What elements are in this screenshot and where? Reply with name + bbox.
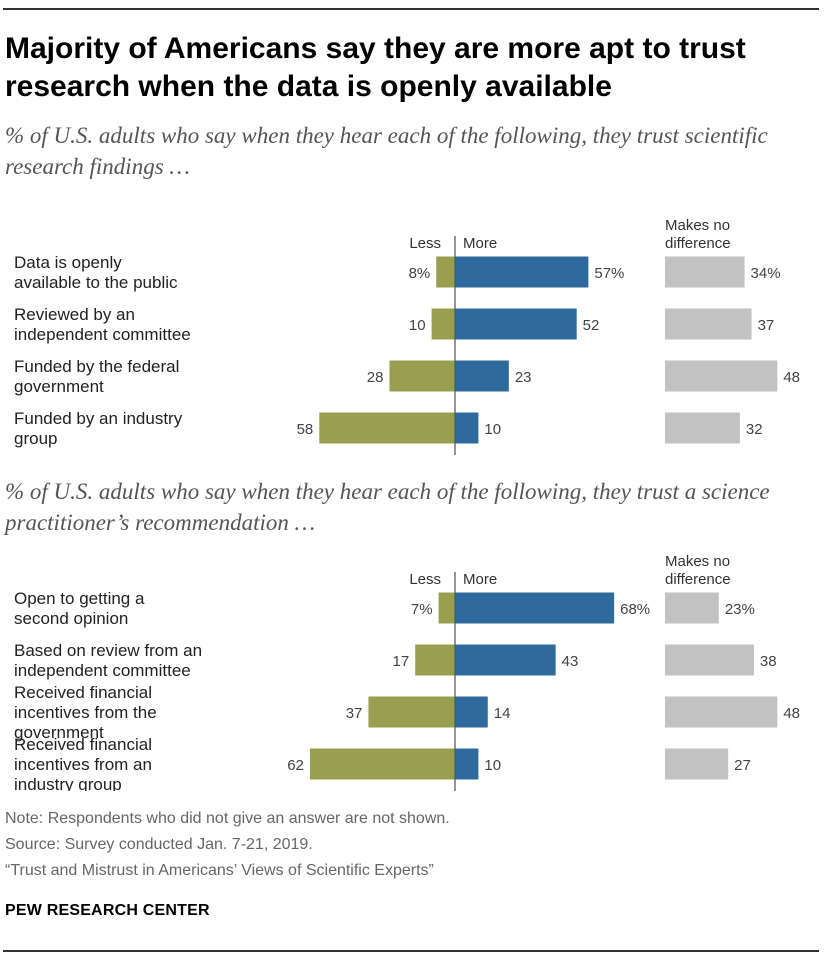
data-label-less: 62 — [287, 757, 304, 774]
category-label: incentives from an — [14, 755, 152, 774]
category-label: group — [14, 429, 57, 448]
bar-less — [438, 592, 455, 624]
top-rule — [3, 8, 819, 10]
bar-more — [455, 256, 589, 288]
bar-more — [455, 412, 479, 444]
bar-more — [455, 644, 556, 676]
chart-2-subtitle: % of U.S. adults who say when they hear … — [5, 479, 770, 535]
data-label-less: 17 — [393, 653, 410, 670]
bar-more — [455, 696, 488, 728]
bar-makes-no-difference — [665, 748, 729, 780]
data-label-less: 10 — [409, 317, 426, 334]
bar-less — [389, 360, 455, 392]
bar-makes-no-difference — [665, 644, 754, 676]
data-label-less: 37 — [346, 705, 363, 722]
category-label: Open to getting a — [14, 589, 145, 608]
category-label: independent committee — [14, 325, 191, 344]
bar-makes-no-difference — [665, 412, 740, 444]
data-label-more: 57% — [594, 265, 624, 282]
data-label-more: 10 — [484, 757, 501, 774]
category-label: available to the public — [14, 273, 178, 292]
bar-more — [455, 592, 615, 624]
data-label-less: 8% — [409, 265, 431, 282]
category-label: incentives from the — [14, 703, 157, 722]
chart-1-subtitle: % of U.S. adults who say when they hear … — [5, 123, 768, 179]
data-label-more: 14 — [494, 705, 511, 722]
data-label-more: 43 — [562, 653, 579, 670]
category-label: government — [14, 377, 104, 396]
note-text: Note: Respondents who did not give an an… — [5, 810, 450, 827]
data-label-makes-no-difference: 48 — [783, 369, 800, 386]
chart-title: Majority of Americans say they are more … — [5, 32, 746, 103]
bar-makes-no-difference — [665, 308, 752, 340]
category-label: second opinion — [14, 609, 128, 628]
bar-less — [415, 644, 455, 676]
category-label: Data is openly — [14, 253, 122, 272]
legend-makes-no-difference: difference — [665, 571, 731, 588]
data-label-makes-no-difference: 27 — [734, 757, 751, 774]
bar-makes-no-difference — [665, 256, 745, 288]
bar-less — [431, 308, 455, 340]
bar-less — [319, 412, 455, 444]
bar-makes-no-difference — [665, 696, 778, 728]
data-label-makes-no-difference: 34% — [751, 265, 781, 282]
data-label-less: 7% — [411, 601, 433, 618]
category-label: Funded by an industry — [14, 409, 183, 428]
legend-makes-no-difference: Makes no — [665, 217, 730, 234]
data-label-more: 10 — [484, 421, 501, 438]
category-label: industry group — [14, 775, 122, 791]
category-label: Funded by the federal — [14, 357, 179, 376]
category-label: Based on review from an — [14, 641, 202, 660]
legend-less: Less — [409, 235, 441, 252]
source-text: Source: Survey conducted Jan. 7-21, 2019… — [5, 836, 313, 853]
bar-less — [368, 696, 455, 728]
legend-more: More — [463, 571, 497, 588]
data-label-makes-no-difference: 37 — [758, 317, 775, 334]
data-label-makes-no-difference: 48 — [783, 705, 800, 722]
data-label-more: 68% — [620, 601, 650, 618]
data-label-less: 58 — [297, 421, 314, 438]
category-label: Received financial — [14, 735, 152, 754]
report-title-text: “Trust and Mistrust in Americans’ Views … — [5, 862, 434, 879]
bar-more — [455, 360, 509, 392]
bar-less — [436, 256, 455, 288]
bar-more — [455, 748, 479, 780]
legend-more: More — [463, 235, 497, 252]
bottom-rule — [3, 950, 819, 952]
data-label-more: 23 — [515, 369, 532, 386]
category-label: Reviewed by an — [14, 305, 135, 324]
category-label: independent committee — [14, 661, 191, 680]
bar-makes-no-difference — [665, 360, 778, 392]
category-label: Received financial — [14, 683, 152, 702]
data-label-makes-no-difference: 23% — [725, 601, 755, 618]
data-label-makes-no-difference: 32 — [746, 421, 763, 438]
data-label-less: 28 — [367, 369, 384, 386]
legend-less: Less — [409, 571, 441, 588]
category-label: government — [14, 723, 104, 742]
brand-logo-text: PEW RESEARCH CENTER — [5, 902, 210, 919]
data-label-more: 52 — [583, 317, 600, 334]
data-label-makes-no-difference: 38 — [760, 653, 777, 670]
bar-makes-no-difference — [665, 592, 719, 624]
bar-more — [455, 308, 577, 340]
legend-makes-no-difference: Makes no — [665, 553, 730, 570]
legend-makes-no-difference: difference — [665, 235, 731, 252]
bar-less — [309, 748, 455, 780]
